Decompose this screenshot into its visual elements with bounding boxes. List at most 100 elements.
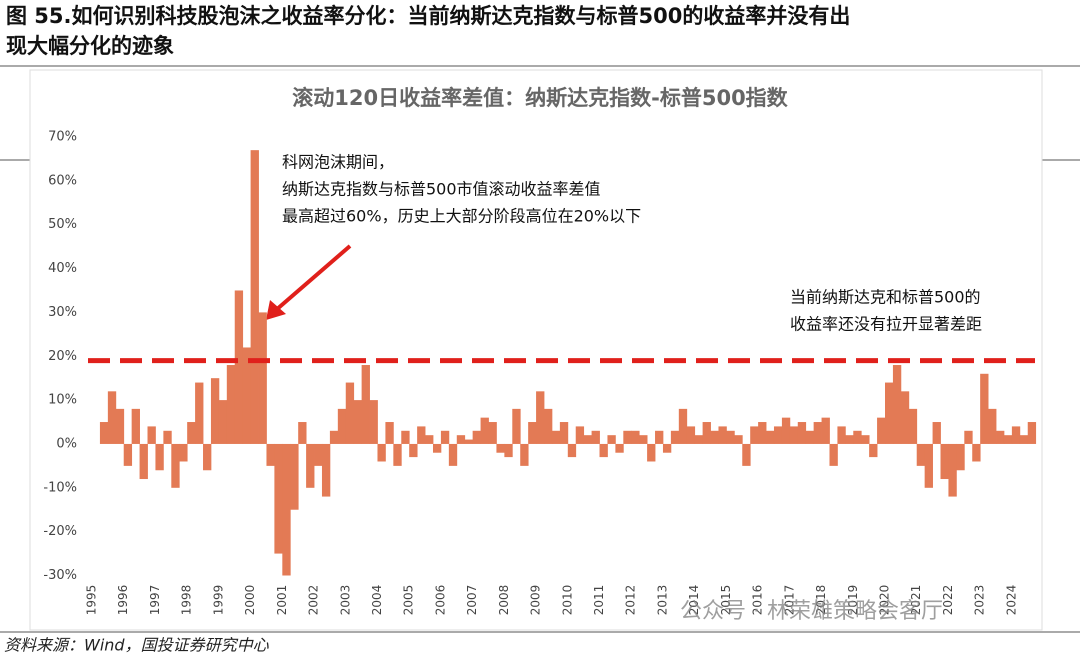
bar — [805, 430, 815, 444]
bar — [242, 347, 251, 444]
bar — [789, 426, 799, 444]
bar — [512, 408, 521, 444]
bar — [464, 439, 474, 444]
bar — [131, 408, 140, 444]
bar — [567, 443, 577, 458]
y-tick-label: 10% — [48, 393, 77, 408]
x-tick-label: 2001 — [275, 585, 289, 616]
bar — [218, 400, 228, 444]
bar — [766, 430, 775, 444]
bar — [1003, 435, 1013, 444]
x-tick-label: 2013 — [655, 585, 669, 616]
bar — [203, 443, 212, 471]
bar — [1011, 426, 1021, 444]
bar — [329, 430, 339, 444]
bar — [520, 443, 529, 466]
bar — [480, 417, 489, 444]
y-tick-label: 70% — [48, 130, 77, 145]
bar — [662, 443, 672, 453]
bar — [892, 365, 902, 444]
bar — [837, 426, 846, 444]
bar — [290, 443, 299, 510]
bar — [607, 435, 616, 444]
bar — [147, 426, 156, 444]
bar — [623, 430, 632, 444]
bar — [551, 430, 561, 444]
x-tick-label: 1996 — [116, 585, 130, 616]
x-tick-label: 2009 — [529, 585, 543, 616]
bar — [99, 422, 109, 444]
bar — [440, 430, 450, 444]
bar — [996, 430, 1005, 444]
bar — [298, 422, 307, 444]
plot: -30% -20% -10% 0% 10% 20% 30% 40% 50% 60% 70% 1995 1… — [43, 130, 1037, 616]
bar — [599, 443, 608, 458]
bar — [536, 391, 545, 444]
bar — [734, 435, 743, 444]
bar — [321, 443, 331, 497]
annotation: 纳斯达克指数与标普500市值滚动收益率差值 — [282, 180, 601, 199]
x-tick-label: 1999 — [211, 585, 225, 616]
bar — [797, 422, 807, 444]
bar — [885, 382, 894, 444]
bar — [678, 408, 688, 444]
bar — [948, 443, 957, 497]
x-tick-label: 2017 — [782, 585, 796, 616]
y-tick-label: -20% — [43, 524, 77, 539]
bar — [306, 443, 315, 488]
y-tick-label: 30% — [48, 305, 77, 320]
bar — [639, 435, 648, 444]
bar — [845, 435, 854, 444]
bar — [655, 430, 664, 444]
bar — [988, 408, 997, 444]
bar — [353, 400, 363, 444]
bar — [266, 443, 275, 466]
bar — [187, 422, 196, 444]
x-tick-label: 2024 — [1004, 585, 1018, 616]
bar — [829, 443, 838, 466]
x-tick-label: 2022 — [941, 585, 955, 616]
bar — [853, 430, 862, 444]
bar — [528, 422, 537, 444]
bar — [924, 443, 933, 488]
bar — [393, 443, 402, 466]
x-tick-label: 2012 — [624, 585, 638, 616]
bar — [210, 378, 220, 444]
bar — [575, 426, 585, 444]
bar — [940, 443, 949, 480]
bar — [869, 443, 878, 458]
chart-frame — [29, 69, 1043, 631]
bar — [361, 365, 370, 444]
bar — [742, 443, 751, 466]
x-tick-label: 2014 — [687, 585, 701, 616]
bar — [409, 443, 418, 458]
bar — [670, 430, 680, 444]
bar — [773, 426, 783, 444]
bar — [496, 443, 505, 453]
bar — [972, 443, 981, 462]
x-tick-label: 2002 — [307, 585, 321, 616]
bar — [234, 290, 244, 444]
bar — [448, 443, 458, 466]
arrow-head — [266, 300, 286, 320]
bar — [932, 422, 941, 444]
watermark: 公众号 · 林荣雄策略会客厅 — [680, 599, 943, 624]
bar — [726, 430, 735, 444]
bar — [980, 373, 989, 444]
bar — [171, 443, 180, 488]
y-tick-label: -30% — [43, 568, 77, 583]
bar — [591, 430, 600, 444]
bar — [139, 443, 148, 480]
bar — [781, 417, 791, 444]
arrow — [274, 244, 352, 312]
x-tick-label: 2007 — [465, 585, 479, 616]
x-tick-label: 2004 — [370, 585, 384, 616]
x-tick-label: 2023 — [973, 585, 987, 616]
bar — [908, 408, 918, 444]
bar — [702, 422, 711, 444]
x-tick-label: 2020 — [878, 585, 892, 616]
bar — [179, 443, 188, 462]
bar — [877, 417, 886, 444]
bar — [226, 365, 236, 444]
